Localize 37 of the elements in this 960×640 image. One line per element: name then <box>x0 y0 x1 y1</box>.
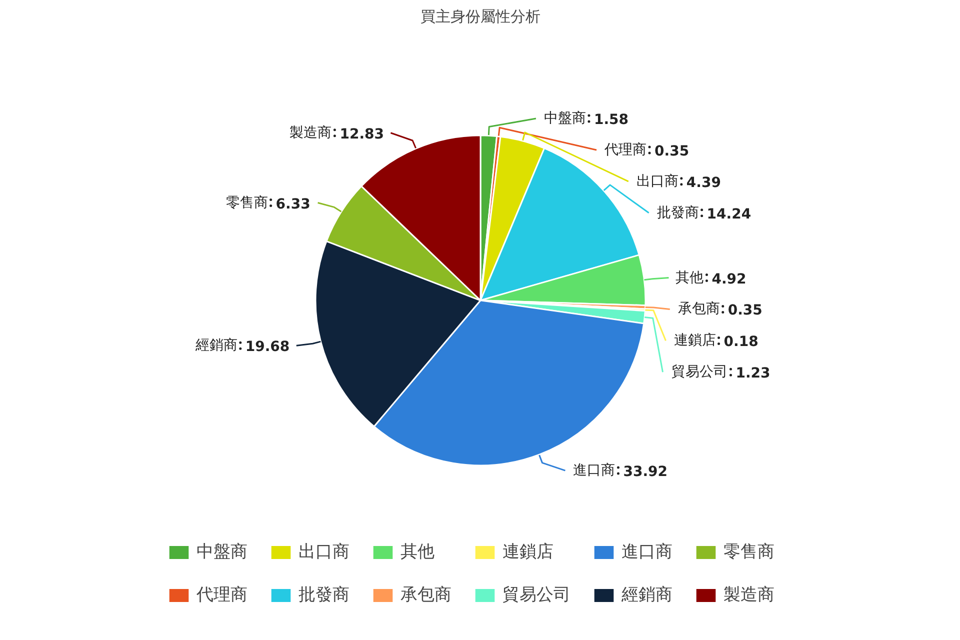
slice-label: 代理商 <box>604 142 647 158</box>
slice-label: 零售商 <box>226 194 268 211</box>
data-label: 1.58 <box>594 112 629 128</box>
slice-label: 經銷商 <box>194 338 238 354</box>
slice-label: 貿易公司 <box>672 364 728 380</box>
data-label: 33.92 <box>623 464 668 480</box>
data-label: 0.35 <box>654 143 690 160</box>
slice-label: 進口商 <box>573 462 616 479</box>
data-label: 19.68 <box>245 339 290 356</box>
data-label: 6.33 <box>276 196 310 212</box>
slice-label: 出口商 <box>636 173 678 190</box>
legend-label: 中盤商 <box>196 541 248 563</box>
data-label: 4.39 <box>686 174 721 191</box>
legend-label: 其他 <box>400 541 434 563</box>
legend-label: 零售商 <box>724 541 774 563</box>
slice-label: 中盤商 <box>544 110 586 127</box>
data-label: 0.18 <box>724 334 758 350</box>
data-label: 1.23 <box>736 366 770 382</box>
legend-label: 進口商 <box>622 541 672 563</box>
data-label: 14.24 <box>706 206 752 222</box>
legend-label: 出口商 <box>298 541 350 563</box>
legend-label: 批發商 <box>298 584 350 606</box>
chart-title: 買主身份屬性分析 <box>420 8 540 26</box>
data-label: 12.83 <box>340 126 384 142</box>
legend-label: 經銷商 <box>622 584 672 606</box>
legend-label: 製造商 <box>724 584 774 606</box>
data-label: 4.92 <box>712 271 746 288</box>
data-label: 0.35 <box>728 302 762 319</box>
legend-label: 連鎖店 <box>502 541 554 563</box>
slice-label: 承包商 <box>678 301 720 318</box>
legend-label: 代理商 <box>196 584 248 606</box>
legend-label: 承包商 <box>400 584 452 606</box>
slice-label: 連鎖店 <box>674 332 716 349</box>
legend-label: 貿易公司 <box>502 584 570 606</box>
slice-label: 批發商 <box>656 204 699 221</box>
slice-label: 製造商 <box>290 124 332 141</box>
slice-label: 其他 <box>676 270 704 286</box>
